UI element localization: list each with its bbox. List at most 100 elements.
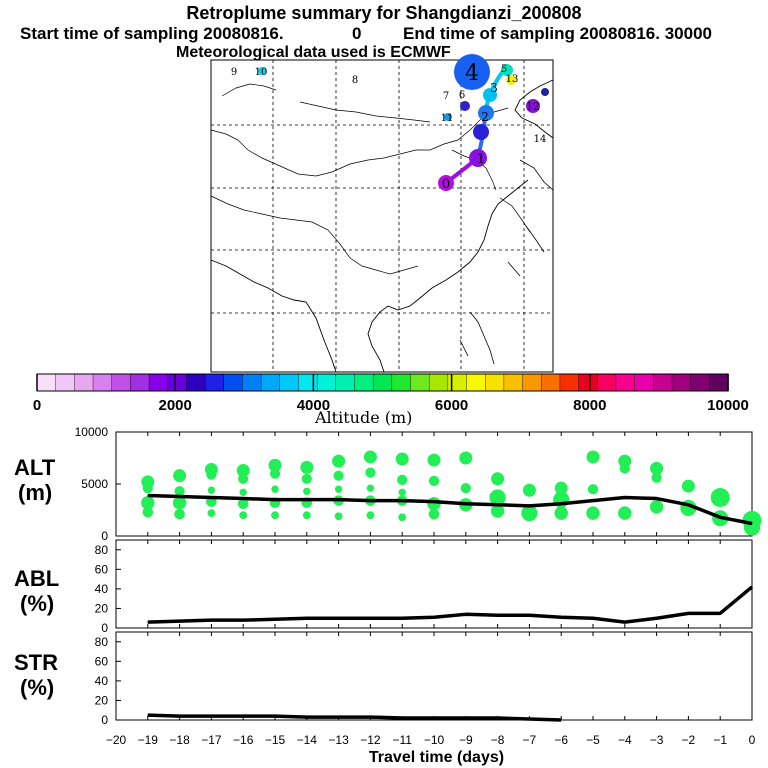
- colorbar-swatch: [354, 373, 374, 392]
- alt-cluster-point: [174, 508, 185, 520]
- x-tick-label: −3: [650, 733, 664, 747]
- alt-cluster-point: [239, 511, 248, 520]
- data-point: [687, 504, 689, 506]
- alt-ylabel-line1: ALT: [14, 455, 56, 480]
- alt-cluster-point: [710, 488, 730, 508]
- alt-cluster-point: [174, 486, 185, 497]
- x-tick-label: −9: [459, 733, 473, 747]
- data-point: [274, 499, 276, 501]
- data-point: [369, 500, 371, 502]
- alt-cluster-point: [271, 511, 279, 520]
- x-tick-label: −20: [106, 733, 127, 747]
- colorbar-swatch: [428, 373, 449, 392]
- alt-cluster-point: [303, 487, 311, 495]
- alt-cluster-point: [142, 483, 153, 494]
- alt-cluster-point: [236, 463, 250, 477]
- y-tick-label: 5000: [81, 477, 108, 491]
- data-point: [179, 495, 181, 497]
- data-point: [338, 617, 340, 619]
- data-point: [306, 617, 308, 619]
- alt-cluster-point: [427, 453, 441, 467]
- x-tick-label: 0: [749, 733, 756, 747]
- alt-cluster-point: [587, 484, 599, 495]
- plume-cluster: [438, 175, 454, 191]
- panel-abl: [115, 539, 754, 629]
- data-point: [242, 498, 244, 500]
- colorbar-swatch: [485, 373, 505, 392]
- data-point: [497, 614, 499, 616]
- alt-cluster-point: [268, 458, 282, 472]
- plume-cluster: [460, 101, 470, 111]
- x-tick-label: −5: [586, 733, 600, 747]
- colorbar-swatch: [578, 373, 598, 392]
- colorbar-swatch: [223, 373, 244, 392]
- data-point: [147, 494, 149, 496]
- colorbar-tick-label: 6000: [435, 397, 468, 414]
- alt-cluster-point: [300, 460, 314, 474]
- alt-cluster-point: [398, 488, 406, 497]
- alt-cluster-point: [618, 506, 632, 520]
- alt-cluster-point: [207, 486, 216, 494]
- plume-label-3: 3: [490, 81, 498, 95]
- plume-label-13: 13: [506, 74, 519, 85]
- x-tick-label: −19: [138, 733, 159, 747]
- alt-cluster-point: [618, 454, 632, 468]
- y-tick-label: 40: [95, 582, 109, 596]
- colorbar-tick-label: 0: [33, 397, 41, 414]
- plume-label-12: 12: [526, 100, 540, 113]
- alt-cluster-point: [366, 511, 375, 520]
- colorbar-tick-label: 2000: [159, 397, 192, 414]
- y-tick-label: 80: [95, 635, 109, 649]
- y-tick-label: 10000: [75, 425, 109, 439]
- alt-cluster-point: [397, 474, 408, 485]
- data-point: [401, 717, 403, 719]
- plume-cluster: [526, 99, 540, 113]
- plume-label-2: 2: [481, 110, 489, 124]
- alt-cluster-point: [238, 473, 249, 484]
- alt-cluster-point: [365, 467, 376, 478]
- data-point: [687, 612, 689, 614]
- alt-cluster-point: [269, 468, 281, 479]
- x-tick-label: −6: [554, 733, 568, 747]
- colorbar-swatch: [186, 373, 206, 392]
- alt-cluster-point: [301, 473, 312, 484]
- data-point: [624, 497, 626, 499]
- plume-label-9: 9: [231, 67, 237, 78]
- panel-frame: [115, 631, 753, 721]
- series-line-alt: [147, 493, 753, 526]
- x-tick-label: −12: [360, 733, 381, 747]
- alt-cluster-point: [649, 500, 664, 514]
- colorbar-swatch: [559, 373, 580, 392]
- colorbar-swatch: [260, 373, 281, 392]
- colorbar-swatch: [279, 373, 300, 392]
- data-point: [210, 619, 212, 621]
- alt-cluster-point: [586, 506, 600, 520]
- data-point: [656, 498, 658, 500]
- alt-cluster-point: [333, 470, 344, 481]
- colorbar-swatch: [671, 373, 692, 392]
- x-tick-label: −1: [713, 733, 727, 747]
- colorbar-swatch: [372, 373, 393, 392]
- x-tick-label: −18: [169, 733, 190, 747]
- data-point: [274, 618, 276, 620]
- x-tick-label: −16: [233, 733, 254, 747]
- data-point: [719, 612, 721, 614]
- data-point: [592, 617, 594, 619]
- alt-cluster-point: [650, 461, 664, 475]
- data-point: [369, 716, 371, 718]
- plume-cluster: [501, 64, 513, 76]
- end-time-label: End time of sampling 20080816. 30000: [403, 24, 712, 43]
- data-point: [274, 715, 276, 717]
- plume-cluster: [506, 75, 516, 85]
- colorbar-swatch: [541, 373, 561, 392]
- colorbar-swatch: [466, 373, 486, 392]
- x-tick-label: −10: [424, 733, 445, 747]
- data-point: [210, 715, 212, 717]
- x-tick-label: −13: [328, 733, 349, 747]
- y-tick-label: 80: [95, 543, 109, 557]
- y-tick-label: 40: [95, 674, 109, 688]
- alt-cluster-point: [554, 506, 568, 520]
- data-point: [656, 617, 658, 619]
- start-time-value: 0: [352, 24, 362, 43]
- data-point: [306, 716, 308, 718]
